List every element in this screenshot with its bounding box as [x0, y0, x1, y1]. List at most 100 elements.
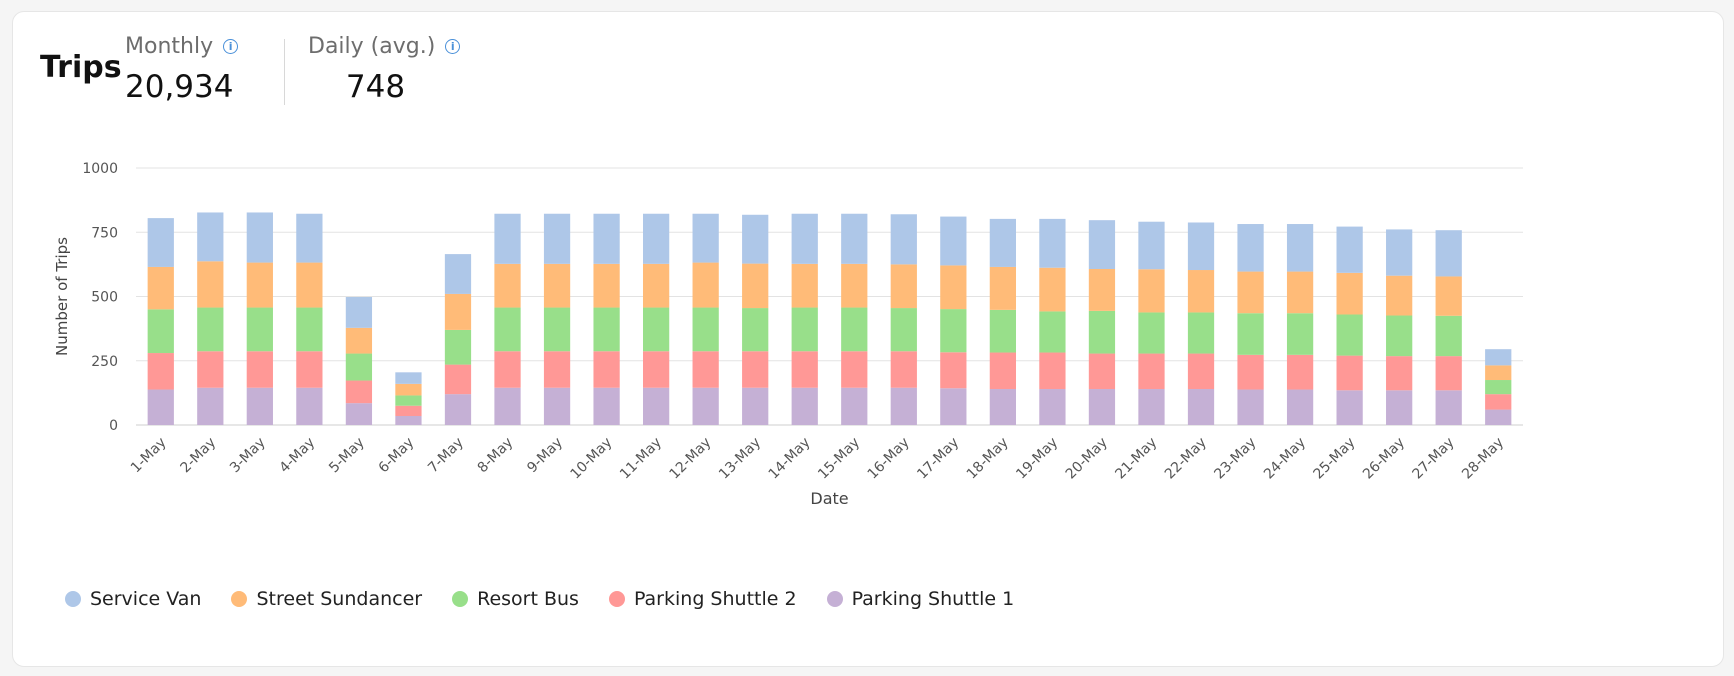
- bar-segment: [1435, 230, 1462, 277]
- bar-segment: [841, 213, 868, 264]
- bar-segment: [395, 395, 422, 406]
- bar-segment: [890, 308, 917, 352]
- bar-segment: [1435, 276, 1462, 316]
- daily-value: 748: [345, 69, 406, 105]
- bar-segment: [692, 213, 719, 263]
- bar-segment: [1336, 355, 1363, 391]
- bar-segment: [444, 364, 472, 395]
- bar-segment: [1485, 365, 1512, 381]
- legend-item[interactable]: Resort Bus: [452, 588, 579, 610]
- bar-segment: [940, 265, 967, 310]
- monthly-value: 20,934: [125, 69, 234, 105]
- bar-segment: [593, 213, 620, 264]
- bar-segment: [1286, 354, 1314, 390]
- monthly-info-icon[interactable]: i: [223, 39, 239, 54]
- bar-segment: [296, 307, 323, 352]
- bar-segment: [1336, 226, 1363, 273]
- x-axis-title: Date: [810, 489, 848, 508]
- x-tick-label: 19-May: [1013, 435, 1061, 483]
- bar-segment: [791, 263, 818, 308]
- bar-segment: [593, 263, 620, 308]
- bar-segment: [1386, 275, 1413, 316]
- bar-segment: [890, 351, 917, 388]
- bar-segment: [890, 214, 917, 265]
- bar-segment: [1039, 218, 1066, 268]
- bar-segment: [197, 307, 224, 352]
- bar-segment: [791, 213, 818, 264]
- bar-segment: [147, 218, 174, 267]
- y-tick-label: 750: [91, 225, 118, 241]
- bar-segment: [345, 380, 373, 404]
- monthly-label: Monthly: [125, 34, 214, 59]
- bar-segment: [1187, 353, 1215, 390]
- bar-segment: [1435, 390, 1462, 425]
- bar-segment: [1088, 353, 1116, 390]
- bar-segment: [543, 263, 571, 308]
- bar-segment: [593, 387, 620, 425]
- y-tick-label: 250: [91, 354, 118, 370]
- legend-item[interactable]: Service Van: [65, 588, 201, 610]
- bar-segment: [395, 383, 422, 396]
- x-tick-label: 8-May: [475, 435, 517, 477]
- daily-info-icon[interactable]: i: [445, 39, 461, 54]
- bar-segment: [791, 387, 818, 425]
- bar-segment: [890, 387, 917, 425]
- legend-item[interactable]: Street Sundancer: [231, 588, 422, 610]
- bar-segment: [246, 307, 273, 352]
- x-tick-label: 26-May: [1360, 435, 1408, 483]
- bar-segment: [692, 351, 719, 388]
- bar-segment: [345, 327, 373, 354]
- bar-segment: [395, 372, 422, 384]
- bar-segment: [296, 213, 323, 263]
- legend-swatch: [65, 591, 81, 607]
- legend-label: Street Sundancer: [256, 588, 423, 610]
- bar-segment: [940, 388, 967, 425]
- x-tick-label: 14-May: [766, 435, 814, 483]
- bar-segment: [1237, 271, 1264, 314]
- x-tick-label: 2-May: [177, 435, 219, 477]
- bar-segment: [246, 351, 273, 388]
- bar-segment: [543, 213, 571, 264]
- bar-segment: [296, 387, 323, 425]
- x-tick-label: 24-May: [1261, 435, 1309, 483]
- x-tick-label: 10-May: [567, 435, 615, 483]
- bar-segment: [494, 263, 521, 308]
- daily-kpi: Daily (avg.) i 748: [308, 34, 461, 105]
- bar-segment: [1088, 389, 1116, 425]
- x-tick-label: 15-May: [815, 435, 863, 483]
- legend-item[interactable]: Parking Shuttle 1: [826, 588, 1014, 610]
- bar-segment: [1088, 310, 1116, 354]
- bar-segment: [593, 351, 620, 388]
- bar-segment: [1237, 354, 1264, 390]
- x-tick-label: 27-May: [1410, 435, 1458, 483]
- bar-segment: [989, 218, 1017, 267]
- bar-segment: [1187, 270, 1215, 313]
- bar-segment: [246, 262, 273, 308]
- bar-segment: [1138, 269, 1165, 313]
- bar-segment: [197, 351, 224, 388]
- y-tick-label: 0: [109, 418, 118, 434]
- bar-segment: [642, 263, 670, 308]
- x-tick-label: 20-May: [1063, 435, 1111, 483]
- bar-segment: [1336, 390, 1363, 425]
- bar-segment: [444, 329, 472, 365]
- bar-segment: [1386, 356, 1413, 391]
- legend-item[interactable]: Parking Shuttle 2: [608, 588, 797, 610]
- bar-segment: [890, 264, 917, 309]
- trips-card: Trips Monthly i 20,934 Daily (avg.) i 74…: [12, 11, 1724, 667]
- y-axis-title: Number of Trips: [53, 237, 71, 356]
- x-tick-label: 13-May: [716, 435, 764, 483]
- bar-segment: [642, 351, 670, 388]
- bar-segment: [543, 387, 571, 425]
- legend-swatch: [826, 591, 843, 607]
- bar-segment: [147, 389, 174, 425]
- bar-segment: [989, 266, 1017, 310]
- x-tick-label: 6-May: [376, 435, 418, 477]
- bar-segment: [345, 353, 373, 381]
- bar-segment: [1088, 220, 1116, 270]
- bar-segment: [593, 307, 620, 352]
- x-tick-label: 3-May: [227, 435, 269, 477]
- bar-segment: [1386, 390, 1413, 425]
- bar-segment: [444, 293, 472, 330]
- bar-segment: [1237, 389, 1264, 425]
